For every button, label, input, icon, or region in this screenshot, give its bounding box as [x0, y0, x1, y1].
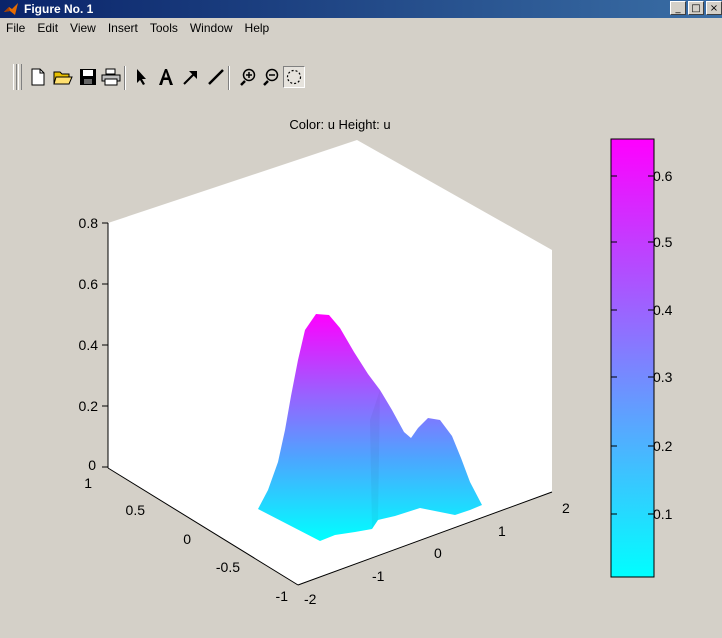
rotate-3d-icon: [286, 69, 302, 85]
maximize-button[interactable]: □: [688, 1, 704, 15]
window-titlebar[interactable]: Figure No. 1 _ □ ×: [0, 0, 722, 18]
colorbar-tick-label: 0.3: [653, 369, 673, 385]
save-button[interactable]: [77, 66, 99, 88]
save-icon: [80, 69, 96, 85]
x-axis-line: [297, 491, 553, 586]
open-file-button[interactable]: [52, 66, 74, 88]
menu-edit[interactable]: Edit: [37, 21, 59, 35]
minimize-button[interactable]: _: [670, 1, 686, 15]
zoom-out-icon: [263, 68, 279, 86]
y-tick-label: 0.5: [126, 502, 146, 518]
menu-help[interactable]: Help: [244, 21, 270, 35]
open-folder-icon: [53, 71, 73, 85]
toolbar-grip[interactable]: [13, 64, 17, 90]
print-button[interactable]: [100, 66, 122, 88]
menu-tools[interactable]: Tools: [149, 21, 178, 35]
rotate-3d-button[interactable]: [283, 66, 305, 88]
zoom-in-icon: [240, 68, 256, 86]
x-tick-label: -1: [372, 568, 385, 584]
zoom-out-button[interactable]: [260, 66, 282, 88]
colorbar-tick-label: 0.4: [653, 302, 673, 318]
z-tick-label: 0.6: [79, 276, 99, 292]
colorbar-ticks: [611, 175, 654, 515]
pointer-arrow-icon: [137, 69, 146, 85]
x-tick-label: 0: [434, 545, 442, 561]
menu-window[interactable]: Window: [189, 21, 233, 35]
menu-insert[interactable]: Insert: [107, 21, 138, 35]
plot-title: Color: u Height: u: [289, 117, 391, 132]
colorbar: [610, 138, 655, 578]
menu-file[interactable]: File: [6, 21, 26, 35]
line-icon: [208, 69, 224, 85]
menu-view[interactable]: View: [70, 21, 96, 35]
surface-shading: [370, 390, 380, 529]
z-tick-label: 0: [88, 457, 96, 473]
z-tick-label: 0.4: [79, 337, 99, 353]
text-a-icon: [159, 69, 173, 85]
x-tick-label: 1: [498, 523, 506, 539]
y-tick-label: -0.5: [216, 559, 240, 575]
z-ticks: [102, 222, 108, 468]
colorbar-tick-label: 0.1: [653, 506, 673, 522]
menu-bar: File Edit View Insert Tools Window Help: [0, 18, 722, 38]
colorbar-tick-label: 0.5: [653, 234, 673, 250]
y-tick-label: -1: [276, 588, 289, 604]
diagonal-arrow-icon: [183, 71, 197, 85]
z-tick-label: 0.2: [79, 398, 99, 414]
surface-plot: [258, 314, 482, 541]
matlab-logo-icon: [4, 3, 18, 15]
insert-text-button[interactable]: [155, 66, 177, 88]
y-tick-label: 1: [84, 475, 92, 491]
new-file-button[interactable]: [27, 66, 49, 88]
x-tick-label: 2: [562, 500, 570, 516]
colorbar-tick-label: 0.2: [653, 438, 673, 454]
new-file-icon: [31, 68, 45, 86]
z-tick-label: 0.8: [79, 215, 99, 231]
insert-arrow-button[interactable]: [180, 66, 202, 88]
select-arrow-button[interactable]: [131, 66, 153, 88]
insert-line-button[interactable]: [205, 66, 227, 88]
y-tick-label: 0: [183, 531, 191, 547]
y-axis-line: [107, 467, 299, 586]
zoom-in-button[interactable]: [237, 66, 259, 88]
toolbar-separator: [124, 66, 126, 90]
window-title: Figure No. 1: [24, 2, 94, 16]
toolbar-grip[interactable]: [18, 64, 22, 90]
colorbar-tick-label: 0.6: [653, 168, 673, 184]
print-icon: [101, 68, 121, 86]
toolbar-separator: [228, 66, 230, 90]
close-button[interactable]: ×: [706, 1, 722, 15]
x-tick-label: -2: [304, 591, 317, 607]
